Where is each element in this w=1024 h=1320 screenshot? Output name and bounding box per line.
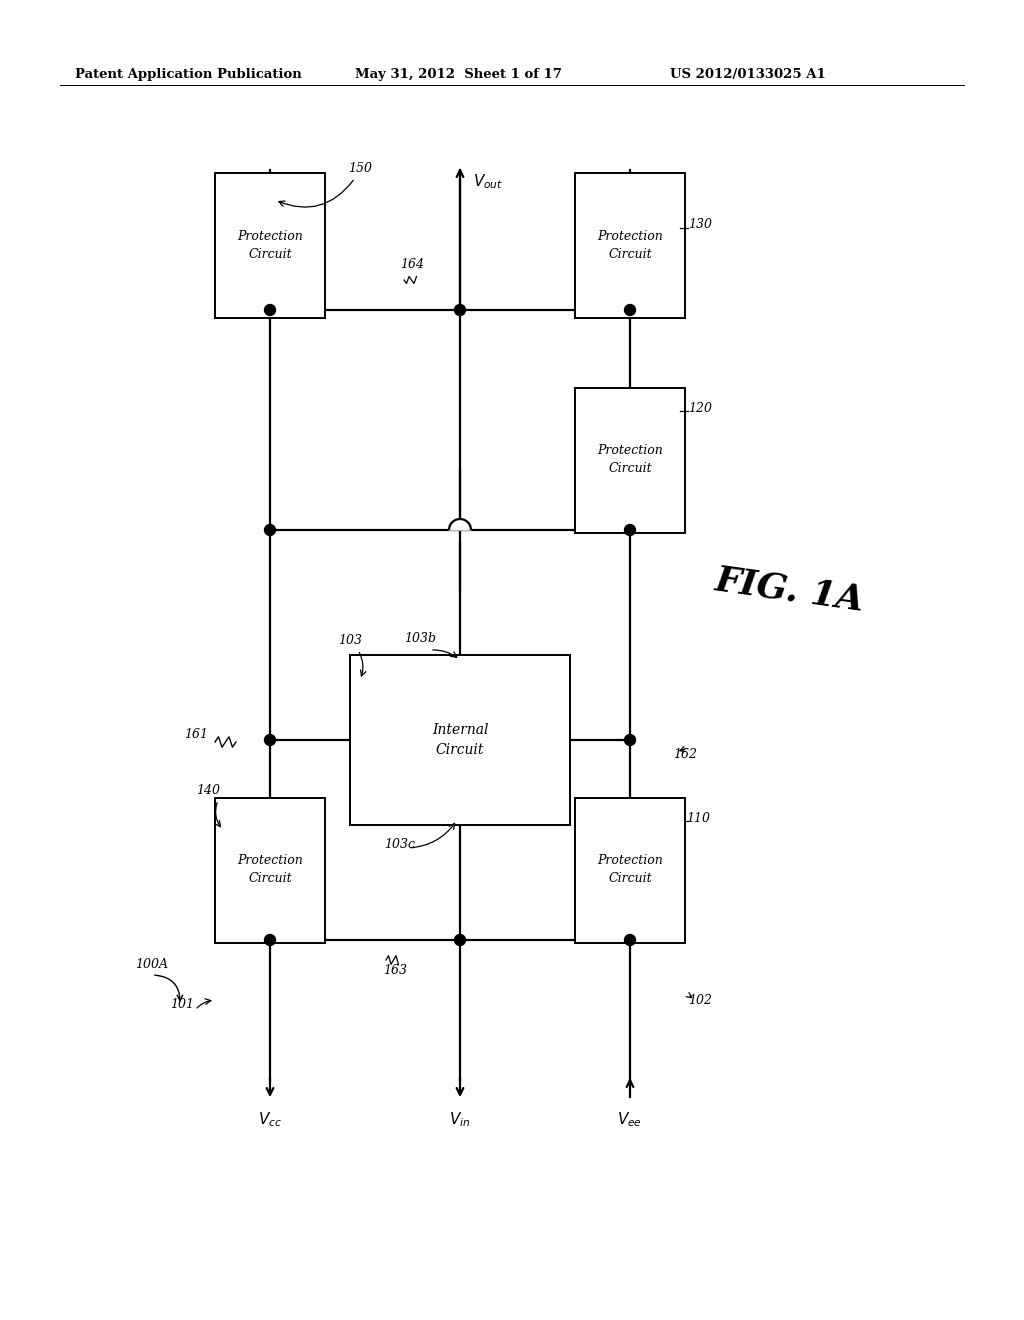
Circle shape (625, 734, 636, 746)
Bar (575, 797, 685, 942)
Text: 163: 163 (383, 964, 407, 977)
Circle shape (264, 935, 275, 945)
Text: 162: 162 (673, 748, 697, 762)
Bar (575, 173, 685, 318)
Text: $V_{in}$: $V_{in}$ (450, 1110, 471, 1129)
Text: US 2012/0133025 A1: US 2012/0133025 A1 (670, 69, 825, 81)
Text: Protection
Circuit: Protection Circuit (597, 230, 663, 260)
Circle shape (625, 305, 636, 315)
Text: 110: 110 (686, 812, 710, 825)
Bar (215, 797, 325, 942)
Bar (575, 388, 685, 532)
Circle shape (625, 524, 636, 536)
Text: 103b: 103b (404, 631, 436, 644)
Text: Protection
Circuit: Protection Circuit (597, 854, 663, 886)
Text: 102: 102 (688, 994, 712, 1006)
Text: 100A: 100A (135, 958, 169, 972)
Circle shape (455, 305, 466, 315)
Circle shape (455, 935, 466, 945)
Text: 161: 161 (184, 729, 208, 742)
Text: Protection
Circuit: Protection Circuit (238, 854, 303, 886)
Text: 101: 101 (170, 998, 194, 1011)
Text: Protection
Circuit: Protection Circuit (238, 230, 303, 260)
Text: 140: 140 (196, 784, 220, 796)
Circle shape (264, 734, 275, 746)
Text: 103c: 103c (384, 838, 416, 851)
Text: 164: 164 (400, 259, 424, 272)
Text: $V_{cc}$: $V_{cc}$ (258, 1110, 282, 1129)
Text: $V_{out}$: $V_{out}$ (473, 173, 503, 191)
Bar (350, 655, 570, 825)
Circle shape (264, 524, 275, 536)
Text: FIG. 1A: FIG. 1A (713, 562, 867, 618)
Text: 150: 150 (348, 161, 372, 174)
Text: $V_{ee}$: $V_{ee}$ (617, 1110, 642, 1129)
Text: 103: 103 (338, 634, 362, 647)
Text: May 31, 2012  Sheet 1 of 17: May 31, 2012 Sheet 1 of 17 (355, 69, 562, 81)
Text: Protection
Circuit: Protection Circuit (597, 445, 663, 475)
Circle shape (264, 305, 275, 315)
Text: Internal
Circuit: Internal Circuit (432, 723, 488, 756)
Text: Patent Application Publication: Patent Application Publication (75, 69, 302, 81)
Text: 120: 120 (688, 401, 712, 414)
Text: 130: 130 (688, 219, 712, 231)
Wedge shape (449, 519, 471, 531)
Circle shape (625, 935, 636, 945)
Bar (215, 173, 325, 318)
